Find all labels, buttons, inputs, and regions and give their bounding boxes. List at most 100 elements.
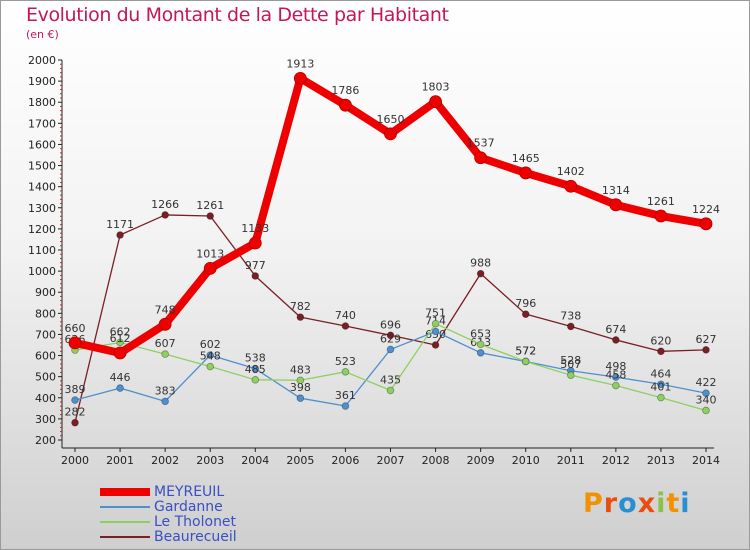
data-point bbox=[71, 396, 79, 404]
data-point bbox=[386, 345, 395, 354]
y-tick-label: 1200 bbox=[28, 223, 56, 236]
legend-label: Gardanne bbox=[154, 499, 223, 515]
y-tick-label: 300 bbox=[35, 413, 56, 426]
legend-label: Le Tholonet bbox=[154, 514, 237, 530]
data-point bbox=[521, 310, 530, 318]
data-point bbox=[251, 364, 260, 373]
data-label: 483 bbox=[290, 363, 311, 376]
x-tick-label: 2010 bbox=[512, 454, 540, 467]
y-tick-label: 1000 bbox=[28, 265, 56, 278]
y-tick-label: 1900 bbox=[28, 75, 56, 88]
data-point bbox=[431, 327, 440, 336]
x-tick-label: 2006 bbox=[331, 454, 359, 467]
data-label: 738 bbox=[560, 309, 581, 322]
data-point bbox=[206, 362, 215, 371]
legend-swatch bbox=[100, 488, 150, 496]
data-label: 458 bbox=[605, 369, 626, 382]
data-point bbox=[699, 217, 713, 231]
data-point bbox=[113, 346, 127, 360]
x-tick-label: 2012 bbox=[602, 454, 630, 467]
data-label: 1913 bbox=[286, 57, 314, 70]
chart-title: Evolution du Montant de la Dette par Hab… bbox=[26, 4, 449, 26]
data-point bbox=[116, 384, 124, 392]
data-point bbox=[251, 272, 260, 280]
y-tick-label: 200 bbox=[35, 434, 56, 447]
data-point bbox=[384, 127, 397, 141]
data-point bbox=[609, 198, 623, 212]
x-tick-label: 2000 bbox=[61, 454, 89, 467]
data-point bbox=[116, 338, 124, 347]
data-point bbox=[521, 357, 530, 366]
legend-label: MEYREUIL bbox=[154, 484, 225, 500]
data-label: 782 bbox=[290, 300, 311, 313]
y-tick-label: 400 bbox=[35, 392, 56, 405]
data-label: 389 bbox=[65, 383, 86, 396]
data-label: 1266 bbox=[151, 198, 179, 211]
data-label: 1465 bbox=[512, 152, 540, 165]
data-point bbox=[702, 389, 710, 397]
data-label: 620 bbox=[650, 334, 671, 347]
data-point bbox=[474, 151, 488, 165]
proxiti-logo: Proxiti bbox=[583, 488, 691, 519]
y-tick-label: 1500 bbox=[28, 160, 56, 173]
logo-letter: i bbox=[656, 488, 667, 519]
x-tick-label: 2003 bbox=[196, 454, 224, 467]
data-label: 485 bbox=[245, 363, 266, 376]
data-label: 1402 bbox=[557, 165, 585, 178]
data-label: 422 bbox=[696, 376, 717, 389]
data-label: 1224 bbox=[692, 203, 720, 216]
data-point bbox=[248, 236, 262, 250]
data-label: 523 bbox=[335, 355, 356, 368]
data-label: 1786 bbox=[331, 84, 359, 97]
y-tick-label: 1700 bbox=[28, 117, 56, 130]
data-label: 748 bbox=[155, 303, 176, 316]
logo-letter: t bbox=[666, 488, 681, 519]
data-label: 751 bbox=[425, 307, 446, 320]
data-point bbox=[161, 350, 169, 358]
data-point bbox=[71, 418, 79, 427]
y-tick-label: 800 bbox=[35, 307, 56, 320]
y-tick-label: 1100 bbox=[28, 244, 56, 257]
data-label: 612 bbox=[110, 332, 131, 345]
data-label: 572 bbox=[515, 344, 536, 357]
data-label: 1537 bbox=[467, 137, 495, 150]
data-point bbox=[564, 179, 578, 193]
data-point bbox=[386, 331, 395, 340]
data-label: 602 bbox=[200, 338, 221, 351]
legend-swatch bbox=[100, 521, 150, 523]
y-tick-label: 1400 bbox=[28, 181, 56, 194]
data-point bbox=[251, 376, 260, 384]
data-label: 498 bbox=[605, 360, 626, 373]
data-point bbox=[386, 386, 395, 395]
data-point bbox=[431, 319, 440, 328]
x-tick-label: 2001 bbox=[106, 454, 134, 467]
y-tick-label: 500 bbox=[35, 371, 56, 384]
data-label: 1133 bbox=[241, 222, 269, 235]
data-point bbox=[519, 166, 533, 180]
data-point bbox=[612, 381, 620, 390]
data-point bbox=[657, 347, 665, 356]
data-label: 340 bbox=[696, 393, 717, 406]
chart-subtitle: (en €) bbox=[26, 28, 59, 41]
data-label: 435 bbox=[380, 373, 401, 386]
data-label: 796 bbox=[515, 297, 536, 310]
data-point bbox=[161, 397, 169, 406]
x-tick-label: 2004 bbox=[241, 454, 269, 467]
data-point bbox=[116, 231, 124, 239]
data-label: 1650 bbox=[377, 113, 405, 126]
data-point bbox=[293, 71, 307, 85]
x-tick-label: 2005 bbox=[286, 454, 314, 467]
logo-letter: o bbox=[618, 488, 638, 519]
data-label: 383 bbox=[155, 384, 176, 397]
y-tick-label: 1600 bbox=[28, 138, 56, 151]
data-point bbox=[431, 341, 440, 349]
data-label: 988 bbox=[470, 257, 491, 270]
data-label: 674 bbox=[605, 323, 626, 336]
data-point bbox=[203, 261, 217, 275]
data-label: 538 bbox=[245, 352, 266, 365]
data-label: 1171 bbox=[106, 218, 134, 231]
data-label: 1803 bbox=[422, 81, 450, 94]
data-label: 361 bbox=[335, 389, 356, 402]
data-label: 1261 bbox=[647, 195, 675, 208]
data-point bbox=[341, 402, 350, 410]
